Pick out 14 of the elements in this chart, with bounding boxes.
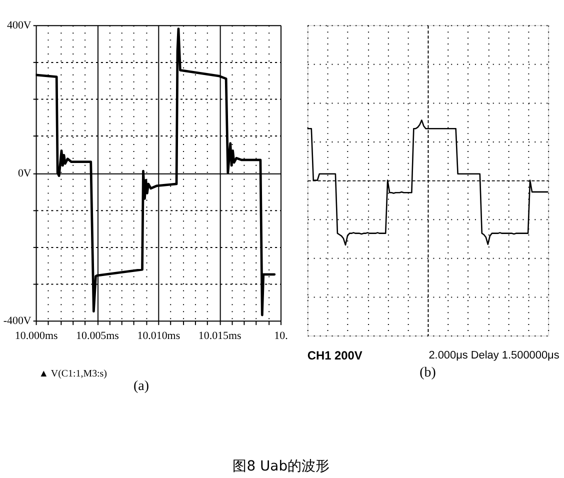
y-tick-label: -400V bbox=[3, 315, 32, 328]
text: ▲ V(C1:1,M3:s) bbox=[38, 368, 107, 380]
x-tick-label: 10.010ms bbox=[137, 330, 180, 342]
text: CH1 200V bbox=[307, 348, 362, 362]
x-tick-label: 10.000ms bbox=[14, 330, 58, 342]
x-tick-label: 10. bbox=[274, 330, 288, 342]
x-tick-label: 10.005ms bbox=[76, 330, 119, 342]
text: 2.000μs Delay 1.500000μs bbox=[428, 349, 560, 362]
caption: 图8 Uab的波形 bbox=[232, 458, 330, 474]
text: (a) bbox=[134, 379, 150, 394]
y-tick-label: 400V bbox=[7, 20, 32, 32]
x-tick-label: 10.015ms bbox=[198, 330, 242, 342]
text: (b) bbox=[420, 365, 436, 380]
y-tick-label: 0V bbox=[18, 167, 32, 180]
